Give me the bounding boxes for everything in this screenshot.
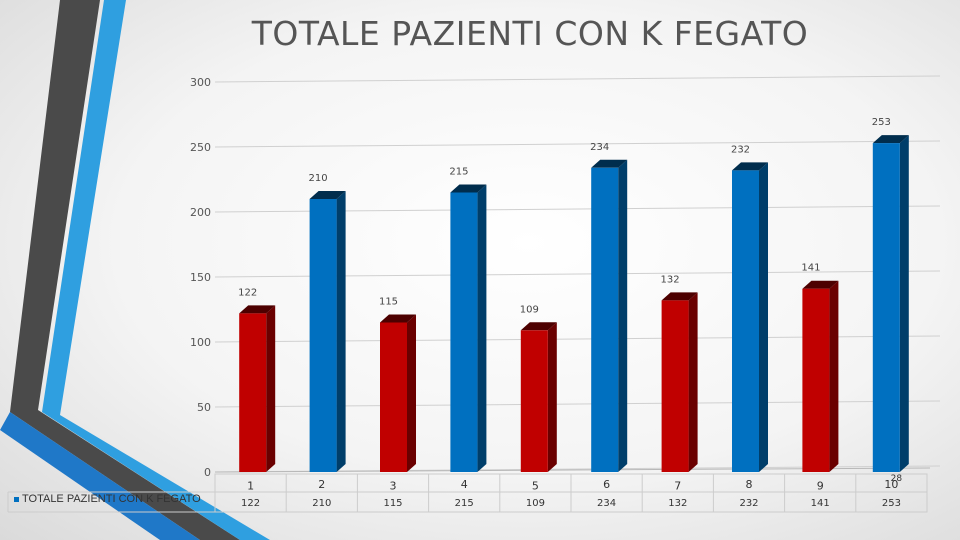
data-table-value: 132 bbox=[668, 498, 687, 509]
bar bbox=[520, 322, 557, 472]
bar-side bbox=[618, 159, 628, 473]
bar-side bbox=[759, 162, 768, 472]
bar bbox=[309, 191, 346, 472]
data-label: 234 bbox=[590, 142, 609, 153]
bar-top bbox=[450, 184, 487, 193]
bar-top bbox=[661, 292, 698, 301]
bar-front bbox=[239, 313, 267, 472]
bar-front bbox=[591, 167, 619, 473]
bar bbox=[872, 135, 909, 472]
bar-front bbox=[872, 143, 900, 472]
bar bbox=[732, 162, 768, 472]
data-label: 232 bbox=[731, 144, 750, 155]
data-table-value: 232 bbox=[739, 498, 758, 509]
bar-side bbox=[547, 322, 557, 472]
bar-top bbox=[520, 322, 557, 331]
legend: TOTALE PAZIENTI CON K FEGATO bbox=[14, 493, 201, 505]
bar-side bbox=[477, 184, 487, 472]
data-label: 215 bbox=[449, 167, 468, 178]
bar-front bbox=[520, 330, 548, 472]
data-table-value: 141 bbox=[811, 498, 830, 509]
bar-front bbox=[802, 288, 830, 472]
bar-side bbox=[336, 191, 346, 472]
data-label: 141 bbox=[801, 263, 820, 274]
x-tick-label: 2 bbox=[318, 478, 325, 491]
x-tick-label: 3 bbox=[390, 480, 397, 493]
data-table-value: 115 bbox=[383, 498, 402, 509]
data-label: 115 bbox=[379, 297, 398, 308]
y-tick-label: 250 bbox=[190, 141, 211, 154]
bar-top bbox=[380, 314, 416, 323]
data-label: 109 bbox=[520, 304, 539, 315]
data-table-value: 122 bbox=[241, 498, 260, 509]
bar bbox=[239, 305, 276, 472]
y-tick-label: 100 bbox=[190, 336, 211, 349]
data-label: 253 bbox=[872, 117, 891, 128]
bar-side bbox=[899, 135, 909, 472]
bar-front bbox=[450, 192, 478, 472]
data-label: 210 bbox=[309, 173, 328, 184]
bar-front bbox=[309, 199, 337, 472]
gridline bbox=[214, 140, 941, 148]
page-title: TOTALE PAZIENTI CON K FEGATO bbox=[251, 14, 809, 53]
bar-side bbox=[266, 305, 276, 472]
x-tick-label: 10 bbox=[884, 478, 898, 491]
y-tick-label: 300 bbox=[190, 76, 211, 89]
x-tick-label: 1 bbox=[247, 480, 254, 493]
bar-front bbox=[732, 170, 759, 472]
y-tick-label: 200 bbox=[190, 206, 211, 219]
bar bbox=[450, 184, 487, 472]
bar-side bbox=[407, 314, 416, 472]
data-table-value: 234 bbox=[597, 498, 616, 509]
bar-top bbox=[591, 159, 628, 168]
bar bbox=[591, 159, 628, 473]
data-table-value: 210 bbox=[312, 498, 331, 509]
y-tick-label: 0 bbox=[204, 466, 211, 479]
legend-label: TOTALE PAZIENTI CON K FEGATO bbox=[22, 493, 201, 505]
bar-top bbox=[872, 135, 909, 144]
x-tick-label: 7 bbox=[674, 480, 681, 493]
gridline bbox=[214, 75, 941, 83]
data-label: 122 bbox=[238, 287, 257, 298]
x-tick-label: 8 bbox=[746, 478, 753, 491]
x-tick-label: 4 bbox=[461, 478, 468, 491]
bar-top bbox=[239, 305, 276, 314]
bar-top bbox=[802, 280, 839, 289]
y-tick-label: 150 bbox=[190, 271, 211, 284]
data-table-value: 109 bbox=[526, 498, 545, 509]
x-tick-label: 6 bbox=[603, 478, 610, 491]
bar bbox=[802, 280, 839, 472]
bar-top bbox=[309, 191, 346, 199]
legend-swatch bbox=[14, 496, 19, 502]
bar-side bbox=[688, 292, 698, 472]
bar-side bbox=[829, 280, 839, 472]
x-tick-label: 5 bbox=[532, 480, 539, 493]
bar-front bbox=[380, 322, 407, 472]
data-table-value: 215 bbox=[455, 498, 474, 509]
bar bbox=[380, 314, 416, 472]
category-note: 28 bbox=[891, 474, 903, 484]
data-table-value: 253 bbox=[882, 498, 901, 509]
bar-top bbox=[732, 162, 768, 171]
data-label: 132 bbox=[661, 274, 680, 285]
y-tick-label: 50 bbox=[197, 401, 211, 414]
x-tick-label: 9 bbox=[817, 480, 824, 493]
bar bbox=[661, 292, 698, 472]
bar-front bbox=[661, 300, 689, 472]
